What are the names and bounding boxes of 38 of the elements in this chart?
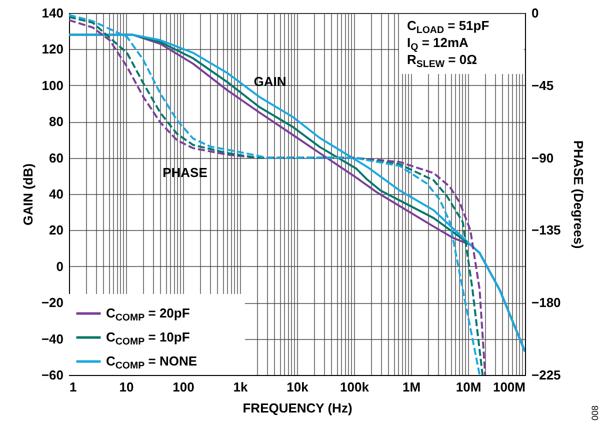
x-tick-label: 100k xyxy=(340,380,370,394)
y2-tick-label: −90 xyxy=(532,150,554,166)
x-tick-label: 100M xyxy=(492,380,526,394)
y-tick-label: 80 xyxy=(49,114,64,130)
y-tick-label: 100 xyxy=(42,78,64,93)
x-tick-label: 1M xyxy=(402,380,421,394)
x-tick-label: 100 xyxy=(172,380,194,394)
y-axis-title: GAIN (dB) xyxy=(20,163,36,226)
y-tick-label: 0 xyxy=(56,258,64,274)
y2-tick-label: −135 xyxy=(532,222,561,238)
y2-tick-label: 0 xyxy=(532,6,539,20)
x-axis-title: FREQUENCY (Hz) xyxy=(242,400,352,416)
y-tick-label: −20 xyxy=(41,295,64,310)
x-tick-label: 10 xyxy=(119,380,134,394)
x-tick-label: 1 xyxy=(70,380,77,394)
y-tick-label: 140 xyxy=(42,6,64,20)
text: 008 xyxy=(590,405,600,421)
annotation: GAIN xyxy=(254,74,286,89)
legend-label: C$_{COMP}$ = 20pF xyxy=(106,306,190,323)
y-tick-label: −60 xyxy=(41,368,64,382)
y-tick-label: 60 xyxy=(49,150,64,166)
annotation: PHASE xyxy=(162,165,208,180)
legend-label: C$_{COMP}$ = NONE xyxy=(106,354,198,371)
annotation: I$_{Q}$ = 12mA xyxy=(407,35,470,52)
y2-tick-label: −180 xyxy=(532,295,561,310)
x-tick-label: 10k xyxy=(286,380,310,394)
y-tick-label: 120 xyxy=(42,42,64,57)
annotation: R$_{SLEW}$ = 0Ω xyxy=(407,52,478,70)
y2-axis-title: PHASE (Degrees) xyxy=(570,140,586,249)
y2-tick-label: −225 xyxy=(532,368,561,382)
annotation: C$_{LOAD}$ = 51pF xyxy=(407,18,490,36)
x-tick-label: 10M xyxy=(456,380,482,394)
y2-tick-label: −45 xyxy=(532,78,554,93)
y-tick-label: −40 xyxy=(41,331,64,346)
legend-label: C$_{COMP}$ = 10pF xyxy=(106,330,190,347)
x-tick-label: 1k xyxy=(233,380,248,394)
y-tick-label: 40 xyxy=(49,186,64,202)
y-tick-label: 20 xyxy=(49,222,64,238)
